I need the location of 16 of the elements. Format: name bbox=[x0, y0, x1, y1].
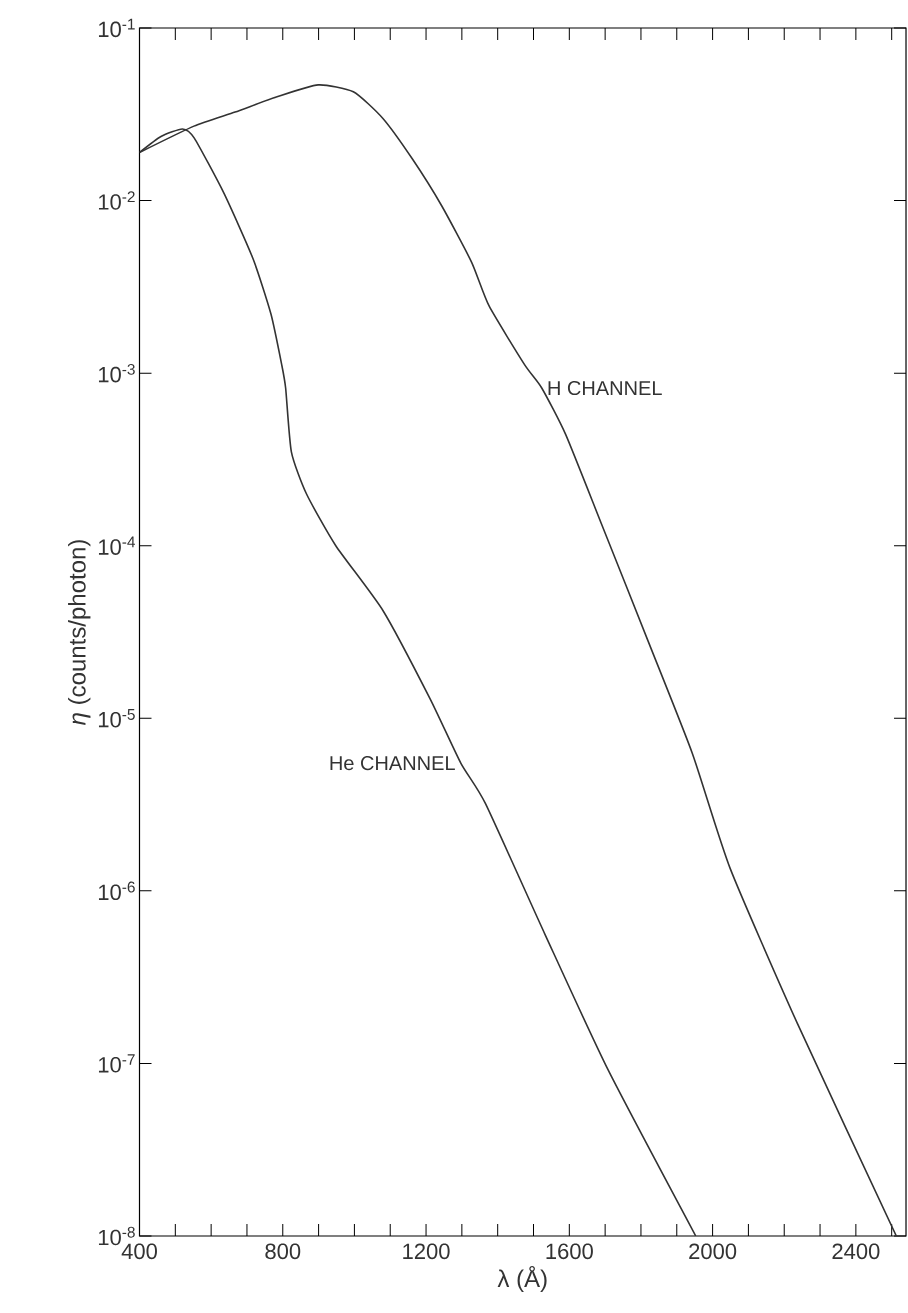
y-tick-label: 10$^{-6}$ bbox=[98, 881, 135, 901]
y-tick-label: 10$^{-5}$ bbox=[98, 709, 135, 728]
x-tick-label: 1200 bbox=[403, 1243, 450, 1260]
y-tick-label: 10$^{-4}$ bbox=[98, 536, 136, 555]
x-tick-label: 2400 bbox=[832, 1243, 880, 1260]
x-tick-label: 1600 bbox=[546, 1243, 593, 1260]
y-tick-label: 10$^{-7}$ bbox=[98, 1054, 135, 1073]
annotation: He CHANNEL bbox=[330, 756, 455, 771]
x-axis-title: λ (Å) bbox=[497, 1265, 547, 1292]
x-tick-label: 2000 bbox=[689, 1243, 737, 1260]
y-tick-label: 10$^{-1}$ bbox=[98, 18, 135, 38]
annotation: H CHANNEL bbox=[548, 380, 662, 396]
x-tick-label: 800 bbox=[265, 1243, 301, 1260]
y-tick-label: 10$^{-3}$ bbox=[98, 363, 135, 383]
y-axis-title: η (counts/photon) bbox=[68, 540, 91, 725]
y-tick-label: 10$^{-2}$ bbox=[98, 191, 135, 210]
